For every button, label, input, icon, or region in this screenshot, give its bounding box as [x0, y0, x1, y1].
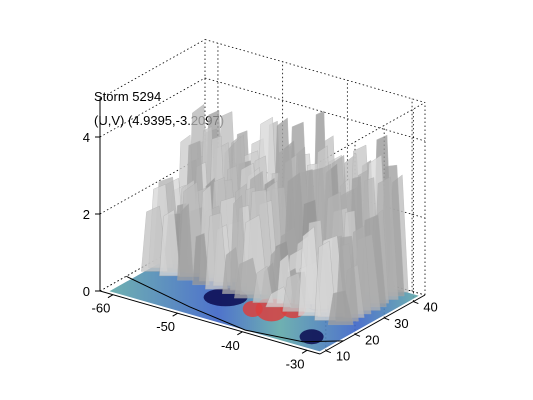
- y-tick-mark: [325, 350, 332, 354]
- surface-column: [298, 226, 322, 317]
- surface-column: [159, 209, 181, 277]
- z-tick-label: 2: [83, 207, 90, 222]
- y-tick-mark: [354, 333, 361, 337]
- x-tick-mark: [172, 312, 178, 317]
- chart-title-line-2: (U,V) (4.9395,-3.2097): [94, 113, 225, 128]
- y-tick-label: 40: [423, 300, 437, 315]
- x-tick-label: -30: [286, 356, 305, 371]
- surface-column: [192, 233, 210, 285]
- x-tick-label: -50: [156, 319, 175, 334]
- box-edge-back: [319, 102, 426, 162]
- z-axis: 0 2 4: [83, 98, 101, 299]
- surface-column: [327, 290, 354, 325]
- y-tick-label: 20: [365, 332, 379, 347]
- grid-line-z: [204, 77, 426, 142]
- y-axis: 10 20 30 40: [319, 294, 438, 364]
- surface-column: [205, 212, 228, 290]
- floor-blob: [299, 329, 324, 345]
- z-tick-label: 4: [83, 130, 90, 145]
- x-tick-label: -60: [92, 301, 111, 316]
- x-axis: -60 -50 -40 -30: [92, 290, 321, 371]
- y-tick-label: 10: [336, 349, 350, 364]
- x-tick-mark: [301, 349, 308, 354]
- x-tick-mark: [237, 331, 243, 336]
- box-edge-back: [99, 39, 206, 99]
- x-axis-line: [99, 290, 321, 355]
- box-edge-back: [204, 39, 426, 103]
- floor-core: [242, 300, 263, 317]
- z-tick-label: 0: [83, 284, 90, 299]
- y-tick-mark: [383, 317, 390, 321]
- y-axis-line: [319, 294, 426, 355]
- surface-column: [252, 265, 274, 303]
- y-tick-mark: [413, 301, 419, 305]
- surface-column: [177, 203, 194, 281]
- x-tick-label: -40: [221, 338, 240, 353]
- storm-track: [126, 275, 344, 343]
- grid-line-z: [99, 77, 206, 138]
- y-tick-label: 30: [394, 316, 408, 331]
- x-tick-mark: [107, 294, 114, 299]
- surface-column: [234, 257, 261, 299]
- storm-isosurface: [141, 103, 409, 325]
